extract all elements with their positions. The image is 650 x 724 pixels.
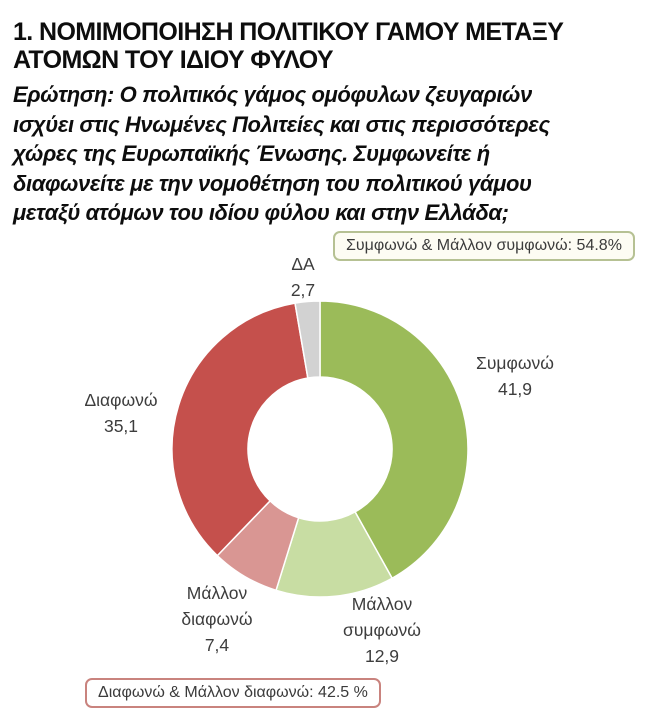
donut-slice-3 <box>171 302 309 557</box>
question-line: Ερώτηση: Ο πολιτικός γάμος ομόφυλων ζευγ… <box>13 82 532 107</box>
question-text: Ερώτηση: Ο πολιτικός γάμος ομόφυλων ζευγ… <box>13 80 637 228</box>
page-title-line-2: ΑΤΟΜΩΝ ΤΟΥ ΙΔΙΟΥ ΦΥΛΟΥ <box>13 46 334 74</box>
question-line: μεταξύ ατόμων του ιδίου φύλου και στην Ε… <box>13 200 509 225</box>
slice-label-value: 7,4 <box>204 635 230 655</box>
slice-label-value: 35,1 <box>103 416 139 436</box>
slice-label-text: Μάλλον διαφωνώ <box>181 583 253 629</box>
slice-label-da: ΔΑ 2,7 <box>263 251 343 303</box>
header: 1. ΝΟΜΙΜΟΠΟΙΗΣΗ ΠΟΛΙΤΙΚΟΥ ΓΑΜΟΥ ΜΕΤΑΞΥ Α… <box>13 18 637 228</box>
question-line: διαφωνείτε με την νομοθέτηση του πολιτικ… <box>13 170 532 196</box>
question-line: ισχύει στις Ηνωμένες Πολιτείες και στις … <box>13 111 550 137</box>
slice-label-text: ΔΑ <box>291 254 315 274</box>
slice-label-rather-disagree: Μάλλον διαφωνώ 7,4 <box>160 580 274 658</box>
slice-label-disagree: Διαφωνώ 35,1 <box>61 387 181 439</box>
slice-label-value: 2,7 <box>290 280 316 300</box>
page-title-line-1: 1. ΝΟΜΙΜΟΠΟΙΗΣΗ ΠΟΛΙΤΙΚΟΥ ΓΑΜΟΥ ΜΕΤΑΞΥ <box>13 18 564 46</box>
donut-slice-0 <box>319 300 469 580</box>
disagree-total-callout: Διαφωνώ & Μάλλον διαφωνώ: 42.5 % <box>85 678 381 708</box>
slice-label-agree: Συμφωνώ 41,9 <box>450 350 580 402</box>
donut-slice-4 <box>294 300 321 379</box>
slice-label-text: Μάλλον συμφωνώ <box>343 594 421 640</box>
question-line: χώρες της Ευρωπαϊκής Ένωσης. Συμφωνείτε … <box>13 141 490 166</box>
slice-label-text: Διαφωνώ <box>84 390 158 410</box>
slice-label-value: 12,9 <box>364 646 400 666</box>
slice-label-rather-agree: Μάλλον συμφωνώ 12,9 <box>325 591 439 669</box>
agree-total-callout: Συμφωνώ & Μάλλον συμφωνώ: 54.8% <box>333 231 635 261</box>
slice-label-value: 41,9 <box>497 379 533 399</box>
slice-label-text: Συμφωνώ <box>476 353 554 373</box>
